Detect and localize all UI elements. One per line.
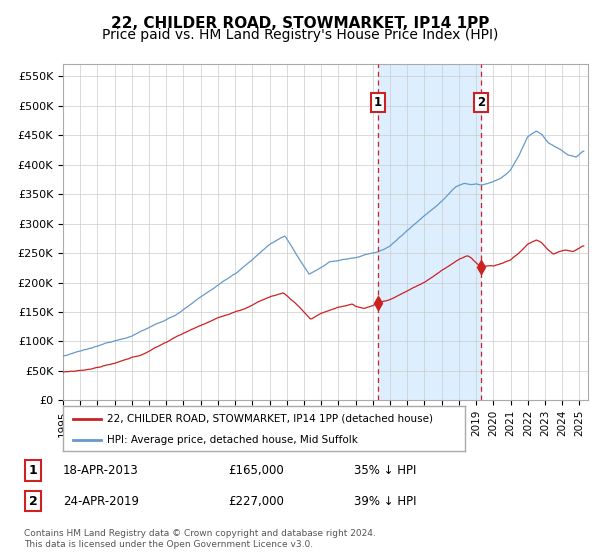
Text: 24-APR-2019: 24-APR-2019 bbox=[63, 494, 139, 508]
Text: 39% ↓ HPI: 39% ↓ HPI bbox=[354, 494, 416, 508]
Text: 2: 2 bbox=[477, 96, 485, 109]
Text: £227,000: £227,000 bbox=[228, 494, 284, 508]
Text: £165,000: £165,000 bbox=[228, 464, 284, 477]
Text: 35% ↓ HPI: 35% ↓ HPI bbox=[354, 464, 416, 477]
Text: 22, CHILDER ROAD, STOWMARKET, IP14 1PP (detached house): 22, CHILDER ROAD, STOWMARKET, IP14 1PP (… bbox=[107, 413, 433, 423]
Text: Contains HM Land Registry data © Crown copyright and database right 2024.
This d: Contains HM Land Registry data © Crown c… bbox=[24, 529, 376, 549]
Text: 18-APR-2013: 18-APR-2013 bbox=[63, 464, 139, 477]
Text: 1: 1 bbox=[374, 96, 382, 109]
Text: Price paid vs. HM Land Registry's House Price Index (HPI): Price paid vs. HM Land Registry's House … bbox=[102, 28, 498, 42]
Text: HPI: Average price, detached house, Mid Suffolk: HPI: Average price, detached house, Mid … bbox=[107, 435, 358, 445]
Text: 22, CHILDER ROAD, STOWMARKET, IP14 1PP: 22, CHILDER ROAD, STOWMARKET, IP14 1PP bbox=[111, 16, 489, 31]
Text: 2: 2 bbox=[29, 494, 37, 508]
Bar bbox=[378, 64, 481, 400]
Text: 1: 1 bbox=[29, 464, 37, 477]
